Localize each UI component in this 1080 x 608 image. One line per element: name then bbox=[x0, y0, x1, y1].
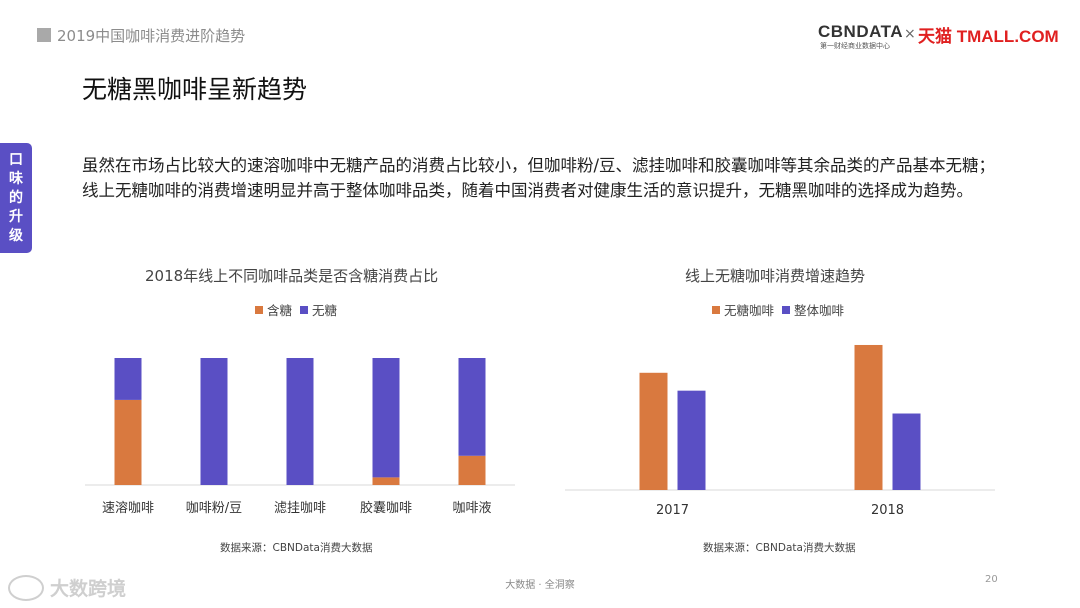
cbndata-logo-subtitle: 第一财经商业数据中心 bbox=[820, 42, 890, 50]
chart2-legend: 无糖咖啡 整体咖啡 bbox=[712, 300, 844, 319]
chart1-category-label: 滤挂咖啡 bbox=[274, 501, 326, 516]
chart1-bar-segment bbox=[372, 477, 400, 485]
page-title: 无糖黑咖啡呈新趋势 bbox=[82, 75, 308, 104]
side-tab-char: 升 bbox=[9, 208, 23, 225]
chart2-category-label: 2017 bbox=[656, 503, 689, 518]
cbndata-logo: CBNDATA bbox=[818, 22, 904, 41]
watermark-logo-icon bbox=[8, 574, 44, 601]
watermark-text: 大数跨境 bbox=[50, 578, 127, 600]
chart1-legend-label: 无糖 bbox=[312, 303, 338, 318]
chart1-legend-item: 无糖 bbox=[300, 300, 337, 319]
chart1-plot: 速溶咖啡 咖啡粉/豆 滤挂咖啡 胶囊咖啡 咖啡液 bbox=[85, 358, 515, 516]
chart1-title: 2018年线上不同咖啡品类是否含糖消费占比 bbox=[145, 267, 439, 285]
chart1-category-label: 胶囊咖啡 bbox=[360, 500, 412, 516]
legend-swatch-icon bbox=[712, 305, 720, 314]
chart1-category-label: 咖啡液 bbox=[452, 501, 491, 516]
chart1-bar-segment bbox=[114, 399, 142, 485]
chart1-bar-segment bbox=[458, 358, 486, 456]
footer-tagline: 大数据 · 全洞察 bbox=[505, 580, 575, 591]
side-tab-char: 的 bbox=[9, 189, 23, 206]
chart2-bar bbox=[892, 413, 921, 490]
chart1-legend-item: 含糖 bbox=[255, 300, 292, 319]
side-tab-char: 味 bbox=[9, 170, 23, 187]
watermark: 大数跨境 bbox=[8, 574, 126, 601]
chart2-bar bbox=[639, 372, 668, 490]
chart1-bar-segment bbox=[114, 358, 142, 400]
chart2-legend-item: 无糖咖啡 bbox=[712, 300, 774, 319]
chart2-title: 线上无糖咖啡消费增速趋势 bbox=[685, 267, 866, 285]
chart2-plot: 2017 2018 bbox=[565, 344, 995, 518]
chart1-bar-segment bbox=[200, 358, 228, 485]
chart1-source: 数据来源：CBNData消费大数据 bbox=[220, 542, 373, 554]
chart2-bar bbox=[677, 390, 706, 490]
chart1-bar-segment bbox=[458, 455, 486, 485]
section-side-tab: 口 味 的 升 级 bbox=[0, 143, 32, 253]
chart1-category-label: 速溶咖啡 bbox=[102, 501, 154, 516]
legend-swatch-icon bbox=[300, 305, 309, 314]
chart2-category-label: 2018 bbox=[871, 503, 904, 518]
chart2-source: 数据来源：CBNData消费大数据 bbox=[703, 542, 856, 554]
chart1-bar-segment bbox=[286, 358, 314, 485]
chart1-bar-segment bbox=[372, 358, 400, 478]
tmall-logo: 天猫 TMALL.COM bbox=[918, 27, 1059, 46]
chart2-legend-label: 无糖咖啡 bbox=[724, 303, 775, 318]
logo-separator: × bbox=[904, 26, 916, 42]
side-tab-char: 级 bbox=[9, 227, 23, 244]
report-title: 2019中国咖啡消费进阶趋势 bbox=[57, 27, 246, 45]
chart1-legend: 含糖 无糖 bbox=[255, 300, 337, 319]
header-square-icon bbox=[37, 28, 51, 42]
chart2-legend-label: 整体咖啡 bbox=[794, 303, 845, 318]
body-paragraph: 虽然在市场占比较大的速溶咖啡中无糖产品的消费占比较小，但咖啡粉/豆、滤挂咖啡和胶… bbox=[82, 156, 996, 200]
legend-swatch-icon bbox=[255, 305, 263, 314]
chart2-legend-item: 整体咖啡 bbox=[782, 300, 844, 319]
legend-swatch-icon bbox=[782, 305, 791, 314]
chart1-category-label: 咖啡粉/豆 bbox=[186, 501, 242, 516]
page-number: 20 bbox=[985, 574, 998, 585]
chart2-bar bbox=[854, 344, 883, 490]
chart1-legend-label: 含糖 bbox=[267, 303, 293, 318]
side-tab-char: 口 bbox=[9, 151, 23, 168]
